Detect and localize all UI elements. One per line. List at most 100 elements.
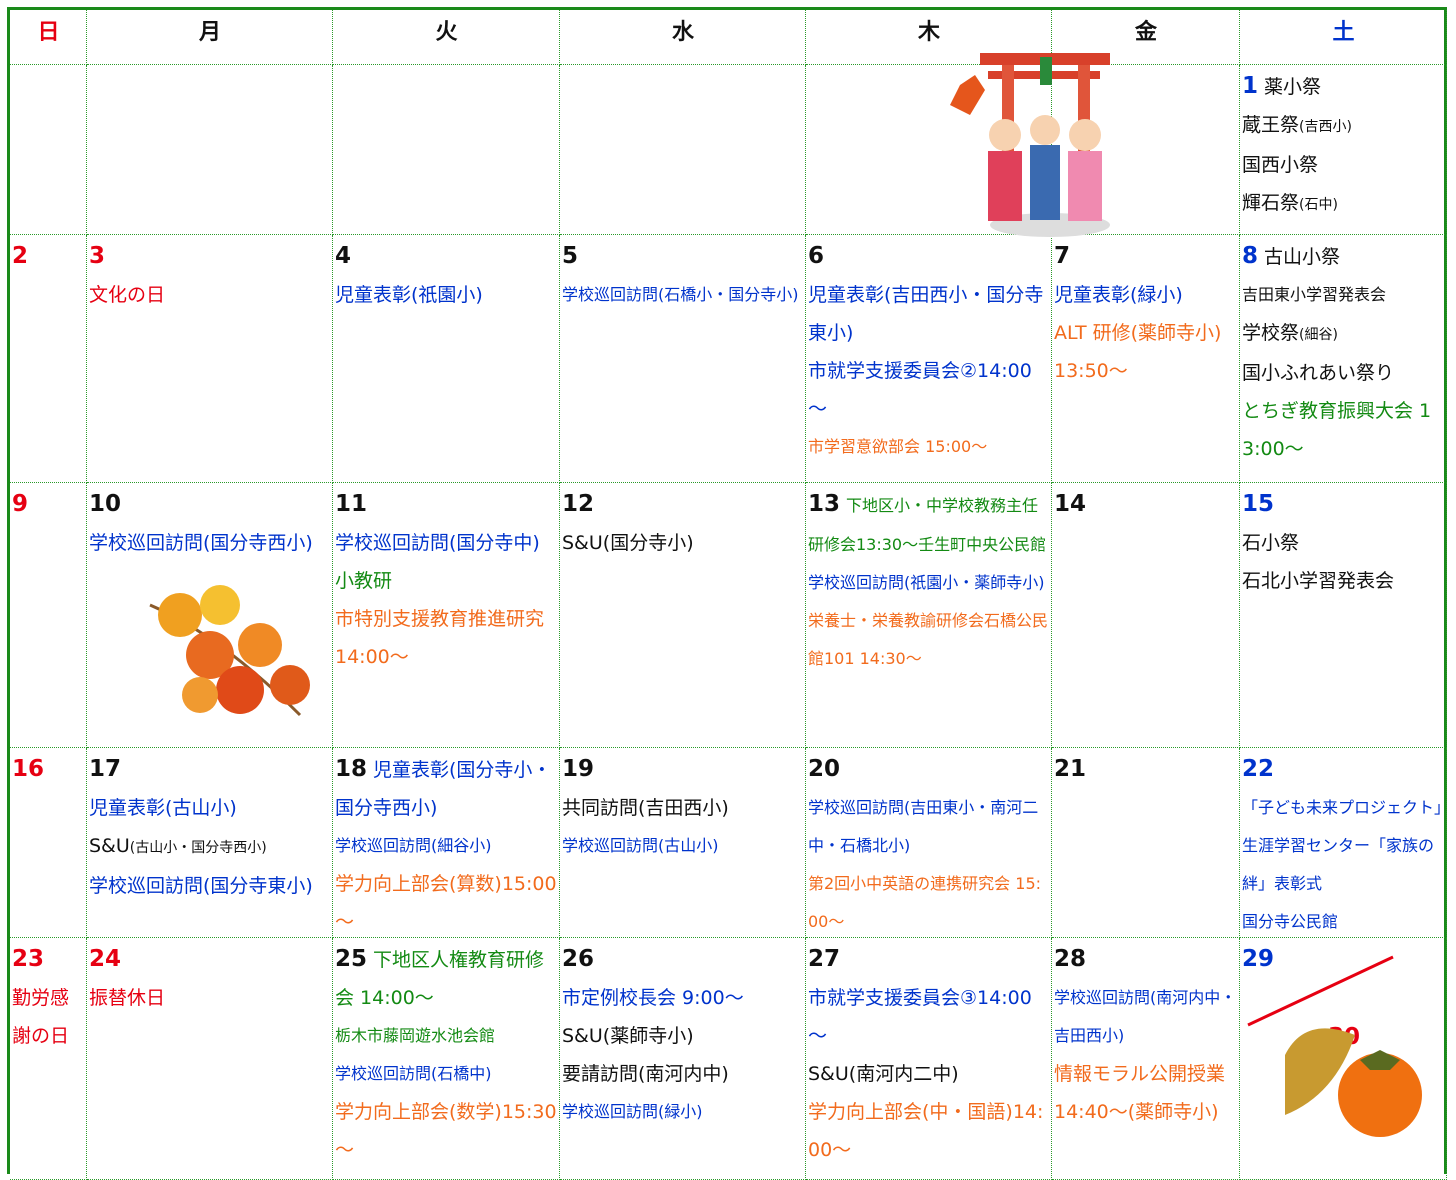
date-number: 10 (89, 491, 122, 517)
weekday-label: 金 (1134, 20, 1157, 45)
date-number: 13 (808, 491, 841, 517)
calendar-cell: 18 児童表彰(国分寺小・国分寺西小) 学校巡回訪問(細谷小) 学力向上部会(算数)1… (333, 748, 560, 938)
event-text: 第2回小中英語の連携研究会 15:00～ (808, 865, 1050, 937)
date-number: 23 (12, 946, 45, 972)
date-number: 15 (1242, 491, 1275, 517)
calendar-cell: 21 (1052, 748, 1240, 938)
event-text: 学校巡回訪問(細谷小) (335, 827, 558, 865)
event-title: 学校巡回訪問(細谷小) (335, 836, 492, 855)
event-text: とちぎ教育振興大会 13:00～ (1242, 392, 1445, 468)
date-number: 22 (1242, 756, 1275, 782)
calendar-cell: 26 市定例校長会 9:00～ S&U(薬師寺小) 要請訪問(南河内中) 学校巡回訪問(… (560, 938, 806, 1180)
calendar-cell: 8 古山小祭 吉田東小学習発表会 学校祭(細谷) 国小ふれあい祭り とちぎ教育振興大会 1… (1240, 235, 1447, 483)
calendar-cell: 19 共同訪問(吉田西小) 学校巡回訪問(古山小) (560, 748, 806, 938)
date-number: 3 (89, 243, 106, 269)
weekday-label: 月 (198, 20, 221, 45)
calendar-cell (10, 65, 87, 235)
event-text: 国小ふれあい祭り (1242, 354, 1445, 392)
calendar-cell: 3 文化の日 (87, 235, 333, 483)
event-text: 共同訪問(吉田西小) (562, 789, 804, 827)
event-text: S&U(国分寺小) (562, 524, 804, 562)
date-number: 17 (89, 756, 122, 782)
event-text: 児童表彰(古山小) (89, 789, 331, 827)
event-text: S&U(南河内二中) (808, 1055, 1050, 1093)
calendar-cell: 日 (10, 10, 87, 65)
event-text: S&U(古山小・国分寺西小) (89, 827, 331, 867)
event-text: 栃木市藤岡遊水池会館 (335, 1017, 558, 1055)
event-title: 国西小祭 (1242, 154, 1319, 176)
maple-leaves (149, 585, 310, 717)
event-note: (細谷) (1299, 327, 1338, 343)
event-text: 児童表彰(緑小) (1054, 276, 1238, 314)
event-text: 児童表彰(国分寺小・国分寺西小) (335, 759, 551, 819)
event-title: S&U(国分寺小) (562, 532, 694, 554)
calendar-cell: 10 学校巡回訪問(国分寺西小) (87, 483, 333, 748)
event-title: 学力向上部会(中・国語)14:00～ (808, 1101, 1044, 1161)
date-number: 20 (808, 756, 841, 782)
event-title: S&U(南河内二中) (808, 1063, 959, 1085)
event-text: 学校巡回訪問(国分寺西小) (89, 524, 331, 562)
event-text: 市就学支援委員会②14:00～ (808, 352, 1050, 428)
event-title: 下地区小・中学校教務主任研修会13:30～壬生町中央公民館 (808, 496, 1047, 554)
calendar: 日月火水木金土 1 薬小祭 蔵王祭(吉西小) 国西小祭 輝石祭(石中) 2 3 文化の日 4 児童表… (7, 7, 1447, 1180)
date-number: 18 (335, 756, 368, 782)
event-title: 共同訪問(吉田西小) (562, 797, 729, 819)
calendar-cell: 6 児童表彰(吉田西小・国分寺東小) 市就学支援委員会②14:00～ 市学習意欲部会 … (806, 235, 1052, 483)
calendar-cell: 1 薬小祭 蔵王祭(吉西小) 国西小祭 輝石祭(石中) (1240, 65, 1447, 235)
calendar-cell: 14 (1052, 483, 1240, 748)
event-title: とちぎ教育振興大会 13:00～ (1242, 400, 1432, 460)
event-text: S&U(薬師寺小) (562, 1017, 804, 1055)
event-text: 学校巡回訪問(南河内中・吉田西小) (1054, 979, 1238, 1055)
calendar-cell: 5 学校巡回訪問(石橋小・国分寺小) (560, 235, 806, 483)
event-text: ALT 研修(薬師寺小) 13:50～ (1054, 314, 1238, 390)
calendar-cell: 28 学校巡回訪問(南河内中・吉田西小) 情報モラル公開授業 14:40～(薬師寺小… (1052, 938, 1240, 1180)
weekday-label: 土 (1332, 20, 1355, 45)
date-number: 2 (12, 243, 29, 269)
event-title: 児童表彰(吉田西小・国分寺東小) (808, 284, 1044, 344)
event-text: 学力向上部会(算数)15:00～ (335, 865, 558, 937)
date-number: 11 (335, 491, 368, 517)
event-text: 情報モラル公開授業 14:40～(薬師寺小) (1054, 1055, 1238, 1131)
event-title: 児童表彰(緑小) (1054, 284, 1183, 306)
date-number: 8 (1242, 243, 1259, 269)
event-text: 学校巡回訪問(国分寺中) (335, 524, 558, 562)
event-text: 児童表彰(祇園小) (335, 276, 558, 314)
event-title: 学校巡回訪問(祇園小・薬師寺小) (808, 573, 1045, 592)
date-number: 29 (1242, 946, 1275, 972)
calendar-cell: 25 下地区人権教育研修会 14:00～ 栃木市藤岡遊水池会館 学校巡回訪問(石橋中)… (333, 938, 560, 1180)
event-title: 児童表彰(祇園小) (335, 284, 483, 306)
calendar-cell: 16 (10, 748, 87, 938)
event-text: 学校巡回訪問(国分寺東小) (89, 867, 331, 905)
event-title: 「子ども未来プロジェクト」生涯学習センター「家族の絆」表彰式 (1242, 798, 1443, 893)
date-number: 14 (1054, 491, 1087, 517)
event-text: 文化の日 (89, 276, 331, 314)
date-number: 24 (89, 946, 122, 972)
event-text: 学校祭(細谷) (1242, 314, 1445, 354)
event-title: 学校巡回訪問(緑小) (562, 1102, 703, 1121)
calendar-cell: 15 石小祭 石北小学習発表会 (1240, 483, 1447, 748)
event-text: 学校巡回訪問(古山小) (562, 827, 804, 865)
calendar-cell (560, 65, 806, 235)
event-text: 児童表彰(吉田西小・国分寺東小) (808, 276, 1050, 352)
event-text: 吉田東小学習発表会 (1242, 276, 1445, 314)
event-text: 小教研 (335, 562, 558, 600)
event-title: 勤労感謝の日 (12, 987, 70, 1047)
event-title: S&U (89, 835, 130, 857)
date-number: 16 (12, 756, 45, 782)
calendar-cell: 23 勤労感謝の日 (10, 938, 87, 1180)
event-text: 薬小祭 (1264, 76, 1321, 98)
event-text: 学校巡回訪問(石橋小・国分寺小) (562, 276, 804, 314)
calendar-cell: 2 (10, 235, 87, 483)
calendar-cell: 12 S&U(国分寺小) (560, 483, 806, 748)
calendar-cell: 9 (10, 483, 87, 748)
calendar-cell: 火 (333, 10, 560, 65)
event-title: 栃木市藤岡遊水池会館 (335, 1026, 496, 1045)
event-title: S&U(薬師寺小) (562, 1025, 694, 1047)
event-title: 情報モラル公開授業 14:40～(薬師寺小) (1054, 1063, 1226, 1123)
event-title: 市定例校長会 9:00～ (562, 987, 744, 1009)
event-text: 学力向上部会(中・国語)14:00～ (808, 1093, 1050, 1169)
torii-illustration (950, 53, 1110, 237)
event-title: 学校巡回訪問(古山小) (562, 836, 719, 855)
event-title: 吉田東小学習発表会 (1242, 285, 1387, 304)
event-title: 石小祭 (1242, 532, 1300, 554)
